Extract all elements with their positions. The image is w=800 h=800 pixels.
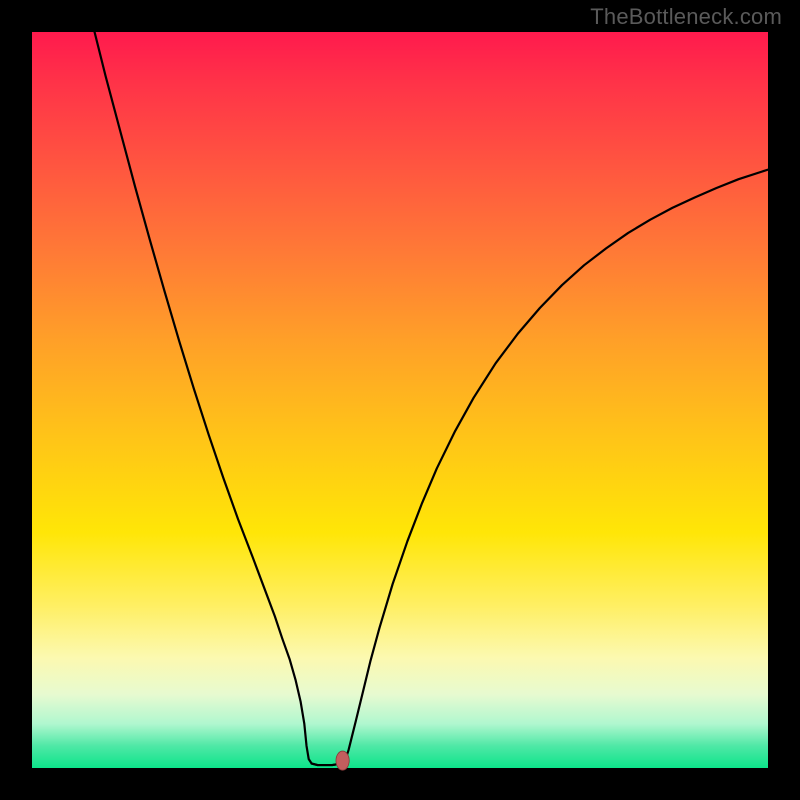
watermark-text: TheBottleneck.com [590, 4, 782, 30]
optimal-point-marker [336, 751, 349, 770]
bottleneck-curve [95, 32, 768, 765]
chart-svg-layer [32, 32, 768, 768]
chart-plot-area [32, 32, 768, 768]
